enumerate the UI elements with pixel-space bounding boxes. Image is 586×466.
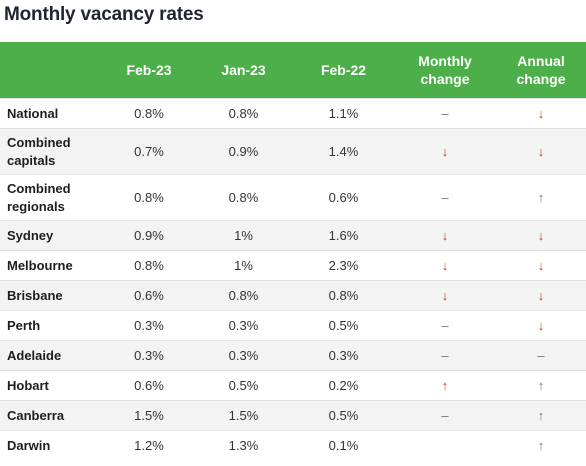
table-row: Hobart 0.6% 0.5% 0.2% ↑ ↑ bbox=[0, 370, 586, 401]
feb23-cell: 0.8% bbox=[104, 250, 194, 281]
feb23-cell: 0.6% bbox=[104, 370, 194, 401]
feb22-cell: 1.1% bbox=[293, 98, 394, 129]
monthly-change-cell: ↓ bbox=[394, 220, 496, 251]
annual-change-cell: ↓ bbox=[496, 128, 586, 175]
annual-change-cell: – bbox=[496, 340, 586, 371]
monthly-change-cell: ↓ bbox=[394, 250, 496, 281]
region-cell: Melbourne bbox=[0, 250, 104, 281]
annual-change-cell: ↑ bbox=[496, 174, 586, 221]
monthly-change-cell: ↓ bbox=[394, 280, 496, 311]
header-region bbox=[0, 42, 104, 99]
jan23-cell: 1% bbox=[194, 250, 293, 281]
region-cell: Hobart bbox=[0, 370, 104, 401]
annual-change-cell: ↓ bbox=[496, 98, 586, 129]
jan23-cell: 1.3% bbox=[194, 430, 293, 460]
table-row: Melbourne 0.8% 1% 2.3% ↓ ↓ bbox=[0, 250, 586, 281]
jan23-cell: 0.3% bbox=[194, 340, 293, 371]
feb23-cell: 0.8% bbox=[104, 174, 194, 221]
jan23-cell: 1.5% bbox=[194, 400, 293, 431]
feb22-cell: 0.1% bbox=[293, 430, 394, 460]
annual-change-cell: ↑ bbox=[496, 370, 586, 401]
table-row: Combined regionals 0.8% 0.8% 0.6% – ↑ bbox=[0, 174, 586, 221]
annual-change-cell: ↓ bbox=[496, 220, 586, 251]
region-cell: Combined regionals bbox=[0, 174, 104, 221]
feb23-cell: 0.6% bbox=[104, 280, 194, 311]
feb22-cell: 0.6% bbox=[293, 174, 394, 221]
region-cell: Canberra bbox=[0, 400, 104, 431]
table-row: Sydney 0.9% 1% 1.6% ↓ ↓ bbox=[0, 220, 586, 251]
monthly-change-cell: – bbox=[394, 310, 496, 341]
header-row: Feb-23 Jan-23 Feb-22 Monthly change Annu… bbox=[0, 42, 586, 99]
feb22-cell: 0.8% bbox=[293, 280, 394, 311]
jan23-cell: 1% bbox=[194, 220, 293, 251]
region-cell: Combined capitals bbox=[0, 128, 104, 175]
header-monthly-change: Monthly change bbox=[394, 42, 496, 99]
table-row: Brisbane 0.6% 0.8% 0.8% ↓ ↓ bbox=[0, 280, 586, 311]
feb22-cell: 0.5% bbox=[293, 310, 394, 341]
jan23-cell: 0.9% bbox=[194, 128, 293, 175]
monthly-change-cell: – bbox=[394, 174, 496, 221]
feb23-cell: 1.5% bbox=[104, 400, 194, 431]
header-feb22: Feb-22 bbox=[293, 42, 394, 99]
vacancy-rates-table: Feb-23 Jan-23 Feb-22 Monthly change Annu… bbox=[0, 42, 586, 460]
monthly-change-cell: – bbox=[394, 98, 496, 129]
monthly-change-cell: – bbox=[394, 400, 496, 431]
feb22-cell: 1.4% bbox=[293, 128, 394, 175]
jan23-cell: 0.8% bbox=[194, 280, 293, 311]
table-row: National 0.8% 0.8% 1.1% – ↓ bbox=[0, 98, 586, 129]
header-jan23: Jan-23 bbox=[194, 42, 293, 99]
feb22-cell: 0.2% bbox=[293, 370, 394, 401]
header-annual-change: Annual change bbox=[496, 42, 586, 99]
monthly-change-cell bbox=[394, 430, 496, 460]
jan23-cell: 0.8% bbox=[194, 98, 293, 129]
annual-change-cell: ↓ bbox=[496, 280, 586, 311]
feb22-cell: 1.6% bbox=[293, 220, 394, 251]
table-row: Combined capitals 0.7% 0.9% 1.4% ↓ ↓ bbox=[0, 128, 586, 175]
feb23-cell: 0.9% bbox=[104, 220, 194, 251]
header-feb23: Feb-23 bbox=[104, 42, 194, 99]
table-row: Canberra 1.5% 1.5% 0.5% – ↑ bbox=[0, 400, 586, 431]
monthly-change-cell: – bbox=[394, 340, 496, 371]
jan23-cell: 0.8% bbox=[194, 174, 293, 221]
jan23-cell: 0.5% bbox=[194, 370, 293, 401]
page-title: Monthly vacancy rates bbox=[4, 4, 204, 25]
feb22-cell: 0.5% bbox=[293, 400, 394, 431]
feb22-cell: 0.3% bbox=[293, 340, 394, 371]
feb23-cell: 0.3% bbox=[104, 310, 194, 341]
region-cell: Adelaide bbox=[0, 340, 104, 371]
annual-change-cell: ↓ bbox=[496, 310, 586, 341]
feb23-cell: 0.3% bbox=[104, 340, 194, 371]
feb23-cell: 0.7% bbox=[104, 128, 194, 175]
table-row: Adelaide 0.3% 0.3% 0.3% – – bbox=[0, 340, 586, 371]
annual-change-cell: ↑ bbox=[496, 430, 586, 460]
monthly-change-cell: ↓ bbox=[394, 128, 496, 175]
region-cell: Brisbane bbox=[0, 280, 104, 311]
feb23-cell: 0.8% bbox=[104, 98, 194, 129]
annual-change-cell: ↓ bbox=[496, 250, 586, 281]
region-cell: Perth bbox=[0, 310, 104, 341]
region-cell: National bbox=[0, 98, 104, 129]
feb23-cell: 1.2% bbox=[104, 430, 194, 460]
region-cell: Darwin bbox=[0, 430, 104, 460]
table-row: Darwin 1.2% 1.3% 0.1% ↑ bbox=[0, 430, 586, 460]
feb22-cell: 2.3% bbox=[293, 250, 394, 281]
table-row: Perth 0.3% 0.3% 0.5% – ↓ bbox=[0, 310, 586, 341]
jan23-cell: 0.3% bbox=[194, 310, 293, 341]
monthly-change-cell: ↑ bbox=[394, 370, 496, 401]
region-cell: Sydney bbox=[0, 220, 104, 251]
annual-change-cell: ↑ bbox=[496, 400, 586, 431]
